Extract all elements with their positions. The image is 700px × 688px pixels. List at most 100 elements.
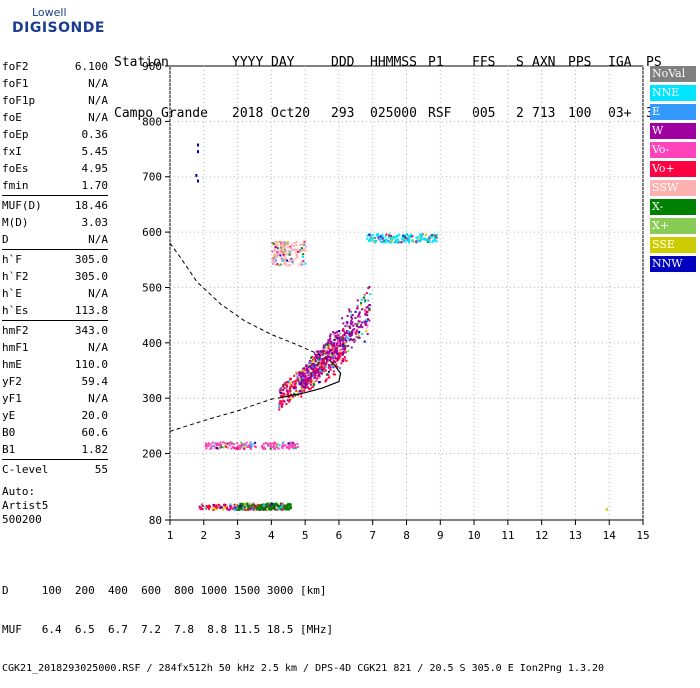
echo-dot — [350, 310, 353, 313]
param-row: foEs 4.95 — [2, 160, 108, 177]
echo-dot — [259, 506, 262, 509]
echo-dot — [407, 239, 410, 242]
echo-dot — [237, 443, 240, 446]
echo-dot — [333, 337, 336, 340]
echo-dot — [369, 234, 372, 237]
echo-dot — [339, 353, 342, 356]
echo-dot — [340, 362, 343, 365]
echo-dot — [311, 363, 314, 366]
echo-dot — [281, 395, 284, 398]
echo-dot — [246, 446, 249, 449]
echo-dot — [238, 444, 241, 447]
echo-dot — [358, 320, 361, 323]
echo-dot — [288, 390, 291, 393]
echo-dot — [295, 243, 298, 246]
file-info: CGK21_2018293025000.RSF / 284fx512h 50 k… — [2, 663, 605, 674]
echo-dot — [295, 372, 298, 375]
echo-dot — [310, 378, 313, 381]
echo-dot — [325, 365, 328, 368]
echo-dot — [200, 503, 203, 506]
x-tick-label: 8 — [403, 529, 410, 542]
echo-dot — [296, 390, 299, 393]
echo-dot — [279, 402, 282, 405]
echo-dot — [259, 508, 262, 511]
echo-dot — [334, 331, 337, 334]
echo-dot — [214, 442, 217, 445]
echo-dot — [322, 360, 325, 363]
echo-dot — [275, 240, 278, 243]
echo-dot — [276, 505, 279, 508]
echo-dot — [366, 305, 369, 308]
echo-dot — [303, 389, 306, 392]
echo-dot — [283, 263, 286, 266]
echo-dot — [272, 262, 275, 265]
echo-dot — [349, 327, 352, 330]
echo-dot — [262, 508, 265, 511]
param-row: h`F2 305.0 — [2, 268, 108, 285]
echo-dot — [289, 444, 292, 447]
echo-dot — [334, 336, 337, 339]
param-separator — [2, 320, 108, 321]
echo-dot — [354, 332, 357, 335]
isolated-echo — [605, 507, 608, 511]
echo-dot — [300, 383, 303, 386]
echo-dot — [300, 243, 303, 246]
echo-dot — [212, 503, 215, 506]
echo-dot — [365, 326, 368, 329]
param-value: N/A — [88, 94, 108, 107]
echo-dot — [301, 389, 304, 392]
echo-dot — [426, 240, 429, 243]
echo-dot — [337, 336, 340, 339]
echo-dot — [292, 262, 295, 265]
echo-dot — [297, 393, 300, 396]
echo-dot — [345, 341, 348, 344]
echo-dot — [408, 237, 411, 240]
echo-dot — [339, 342, 342, 345]
echo-dot — [384, 238, 387, 241]
echo-dot — [307, 365, 310, 368]
echo-dot — [222, 446, 225, 449]
y-tick-label: 700 — [142, 171, 162, 184]
echo-dot — [380, 237, 383, 240]
echo-dot — [250, 503, 253, 506]
echo-dot — [305, 369, 308, 372]
echo-dot — [266, 442, 269, 445]
echo-dot — [273, 253, 276, 256]
echo-dot — [321, 360, 324, 363]
echo-dot — [432, 239, 435, 242]
echo-dot — [407, 235, 410, 238]
echo-dot — [302, 241, 305, 244]
echo-dot — [279, 391, 282, 394]
echo-dot — [318, 364, 321, 367]
echo-dot — [274, 246, 277, 249]
echo-dot — [296, 442, 299, 445]
echo-dot — [328, 352, 331, 355]
echo-dot — [338, 338, 341, 341]
echo-dot — [305, 378, 308, 381]
echo-dot — [301, 255, 304, 258]
echo-dot — [290, 243, 293, 246]
echo-dot — [375, 234, 378, 237]
echo-dot — [366, 314, 369, 317]
echo-dot — [330, 348, 333, 351]
echo-dot — [384, 235, 387, 238]
echo-dot — [242, 444, 245, 447]
echo-dot — [384, 241, 387, 244]
echo-dot — [334, 349, 337, 352]
echo-dot — [273, 249, 276, 252]
echo-dot — [431, 235, 434, 238]
echo-dot — [205, 447, 208, 450]
echo-dot — [272, 503, 275, 506]
echo-dot — [276, 244, 279, 247]
legend-item-nne: NNE — [650, 85, 696, 101]
echo-dot — [255, 508, 258, 511]
echo-dot — [311, 355, 314, 358]
x-tick-label: 5 — [302, 529, 309, 542]
echo-dot — [274, 508, 277, 511]
echo-dot — [336, 366, 339, 369]
echo-dot — [225, 445, 228, 448]
echo-dot — [239, 441, 242, 444]
echo-dot — [351, 314, 354, 317]
echo-dot — [369, 233, 372, 236]
param-key: foEp — [2, 128, 29, 141]
